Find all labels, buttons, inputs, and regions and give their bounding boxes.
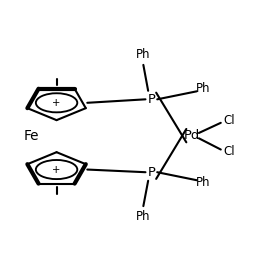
Text: Ph: Ph bbox=[136, 48, 151, 61]
Text: P: P bbox=[147, 166, 155, 179]
Text: Pd: Pd bbox=[184, 129, 200, 142]
Text: +: + bbox=[52, 98, 61, 108]
Text: Ph: Ph bbox=[196, 176, 211, 189]
Text: P: P bbox=[147, 93, 155, 106]
Text: Fe: Fe bbox=[24, 129, 39, 143]
Text: Cl: Cl bbox=[223, 114, 234, 127]
Text: +: + bbox=[52, 164, 61, 175]
Text: Cl: Cl bbox=[223, 145, 234, 158]
Text: Ph: Ph bbox=[196, 82, 211, 95]
Text: Ph: Ph bbox=[136, 210, 151, 223]
